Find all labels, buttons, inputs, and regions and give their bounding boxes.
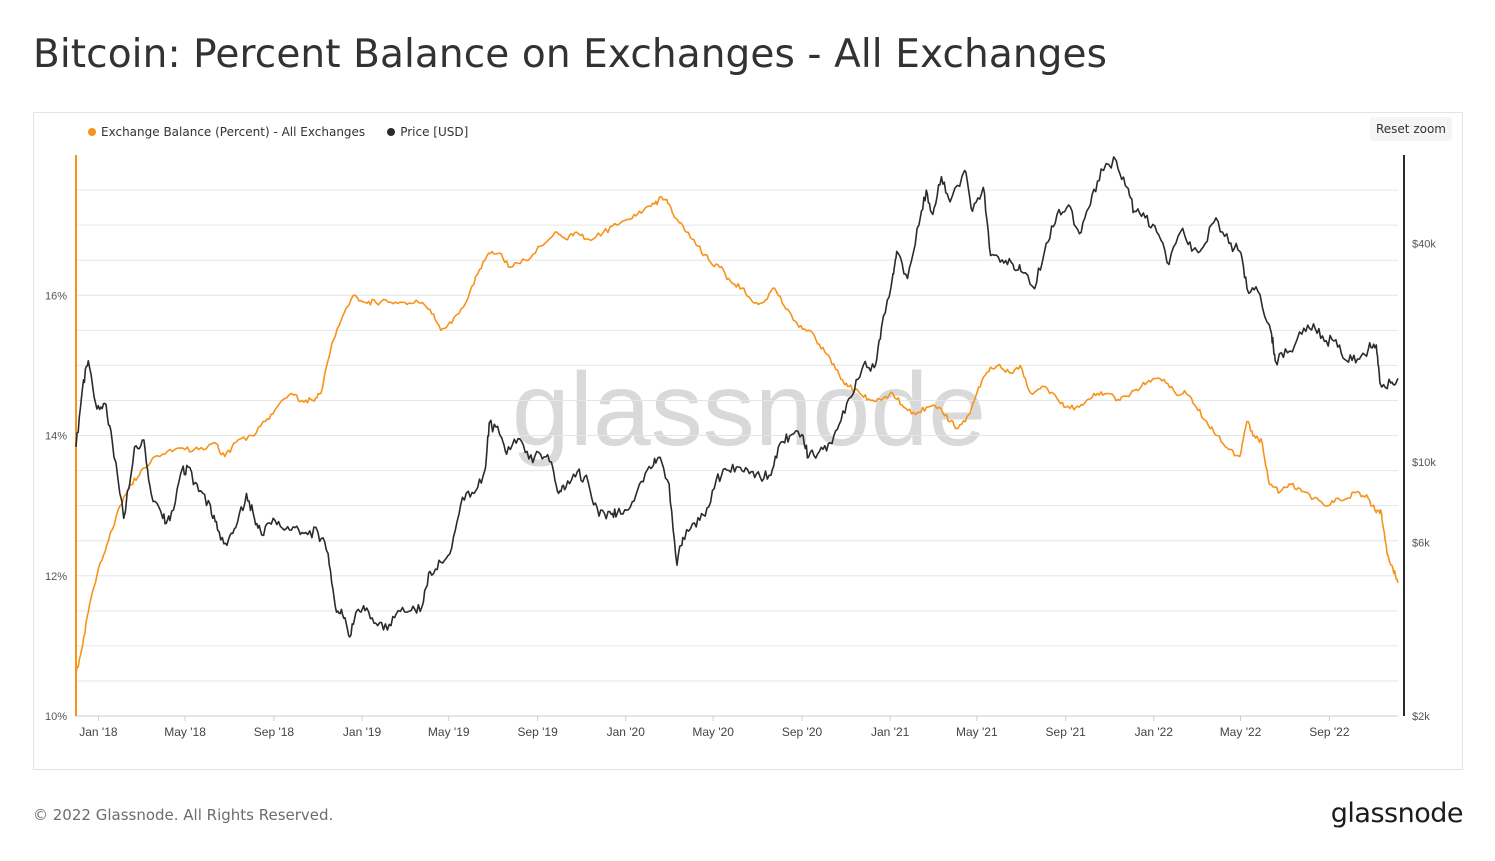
grid-layer: [76, 189, 1398, 717]
legend-label-price: Price [USD]: [400, 125, 469, 139]
x-tick-label: May '18: [164, 725, 206, 739]
watermark: glassnode: [512, 352, 986, 468]
x-tick-label: May '19: [428, 725, 470, 739]
legend-dot-exchange-balance: [88, 128, 96, 136]
y-tick-label-right: $2k: [1412, 711, 1430, 723]
x-tick-label: Sep '19: [517, 725, 558, 739]
x-tick-label: May '20: [692, 725, 734, 739]
y-tick-label-right: $40k: [1412, 238, 1436, 250]
glassnode-logo: glassnode: [1330, 798, 1464, 829]
x-tick-label: Jan '19: [343, 725, 382, 739]
y-tick-label-left: 12%: [45, 571, 67, 583]
x-tick-label: Jan '20: [607, 725, 646, 739]
series-layer: [75, 156, 1399, 675]
x-tick-label: May '21: [956, 725, 998, 739]
x-tick-label: Sep '18: [254, 725, 295, 739]
page-title: Bitcoin: Percent Balance on Exchanges - …: [33, 32, 1108, 77]
x-tick-label: Sep '22: [1309, 725, 1350, 739]
reset-zoom-button[interactable]: Reset zoom: [1370, 117, 1452, 141]
series-line-price: [75, 156, 1399, 638]
footer-copyright: © 2022 Glassnode. All Rights Reserved.: [33, 806, 334, 824]
x-tick-label: Jan '22: [1135, 725, 1174, 739]
legend-label-exchange-balance: Exchange Balance (Percent) - All Exchang…: [101, 125, 366, 139]
x-tick-label: Jan '18: [79, 725, 118, 739]
x-tick-label: May '22: [1220, 725, 1262, 739]
legend-dot-price: [387, 128, 396, 136]
y-tick-label-left: 10%: [45, 711, 67, 723]
y-tick-label-left: 14%: [45, 431, 67, 443]
chart-svg[interactable]: glassnode 10% 12% 14% 16% $2k $6k $10k $40k Jan …: [34, 113, 1464, 771]
legend: Exchange Balance (Percent) - All Exchang…: [88, 125, 468, 139]
series-line-exchange-balance: [75, 196, 1399, 675]
y-tick-label-left: 16%: [45, 290, 67, 302]
axis-layer: 10% 12% 14% 16% $2k $6k $10k $40k Jan '18 May '18…: [45, 155, 1436, 739]
x-tick-label: Sep '21: [1046, 725, 1087, 739]
legend-item-price[interactable]: Price [USD]: [387, 125, 468, 139]
x-tick-label: Sep '20: [782, 725, 823, 739]
y-tick-label-right: $6k: [1412, 538, 1430, 550]
chart-card: glassnode 10% 12% 14% 16% $2k $6k $10k $40k Jan …: [33, 112, 1463, 770]
x-tick-label: Jan '21: [871, 725, 910, 739]
y-tick-label-right: $10k: [1412, 457, 1436, 469]
legend-item-exchange-balance[interactable]: Exchange Balance (Percent) - All Exchang…: [88, 125, 365, 139]
